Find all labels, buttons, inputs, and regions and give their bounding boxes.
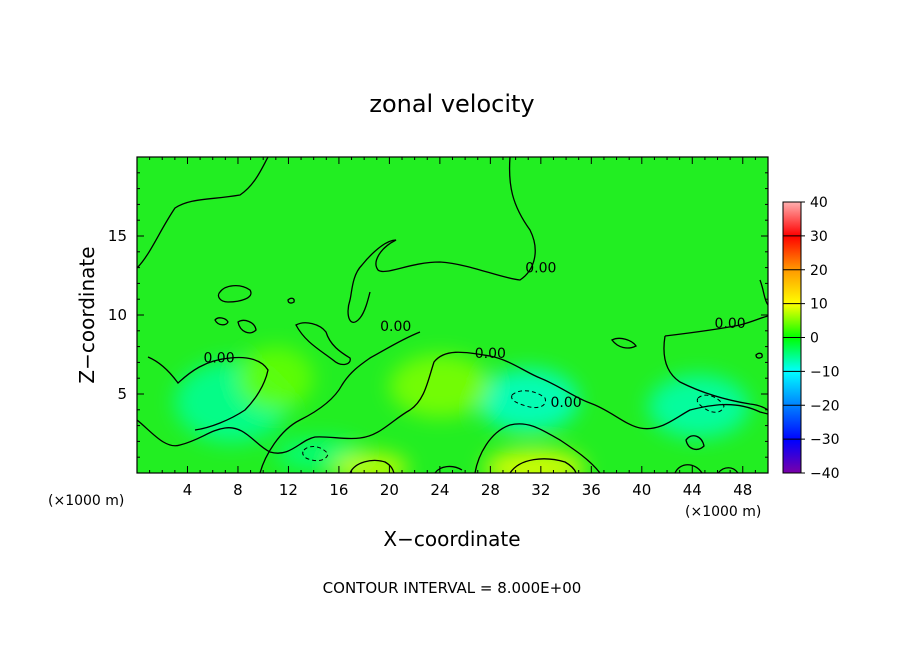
x-unit-label-right: (×1000 m): [685, 504, 761, 520]
field-anomaly-positive-7: [389, 354, 491, 418]
x-tick-label: 8: [233, 481, 243, 499]
x-tick-label: 36: [582, 481, 601, 499]
y-tick-label: 5: [117, 385, 127, 403]
plot-area: 0.00 0.00 0.00 0.00 0.00 0.00: [137, 157, 768, 473]
field-anomaly-positive-5: [332, 452, 409, 473]
contour-label: 0.00: [550, 395, 581, 411]
x-tick-label: 32: [531, 481, 550, 499]
x-tick-label: 16: [329, 481, 348, 499]
contour-zero-small-4: [295, 322, 351, 366]
colorbar-ticks: −40 −30 −20 −10 0 10 20 30 40: [783, 195, 840, 482]
contour-zero-left: [147, 356, 269, 431]
colorbar-tick-label: 0: [810, 331, 819, 347]
colorbar-tick-label: −20: [810, 398, 840, 414]
x-tick-label: 4: [183, 481, 193, 499]
contour-label: 0.00: [475, 346, 506, 362]
x-tick-label: 20: [380, 481, 399, 499]
contour-zero-right: [664, 315, 768, 337]
x-tick-label: 28: [481, 481, 500, 499]
contour-zero-bottom-mid: [474, 423, 601, 473]
contour-label: 0.00: [203, 351, 234, 367]
x-tick-label: 44: [683, 481, 702, 499]
colorbar-tick-label: 40: [810, 195, 828, 211]
colorbar-tick-label: 10: [810, 297, 828, 313]
contour-positive-bottom-3: [434, 465, 463, 473]
contour-label: 0.00: [525, 261, 556, 277]
x-tick-label: 48: [733, 481, 752, 499]
chart-title: zonal velocity: [369, 90, 534, 118]
contour-zero-small-7: [287, 297, 295, 304]
y-axis-ticks: 5 10 15: [108, 172, 768, 458]
colorbar-tick-label: 20: [810, 263, 828, 279]
contour-zero-middle: [137, 351, 768, 454]
contour-zero-upper: [137, 157, 269, 269]
contour-interval-text: CONTOUR INTERVAL = 8.000E+00: [323, 579, 582, 597]
contour-negative-1: [511, 390, 547, 409]
contour-zero-upper-right: [347, 157, 536, 324]
contour-positive-bottom-4: [674, 464, 703, 473]
x-tick-label: 40: [632, 481, 651, 499]
colorbar: −40 −30 −20 −10 0 10 20 30 40: [782, 195, 840, 482]
x-axis-title: X−coordinate: [383, 527, 520, 551]
x-axis-ticks: 4 8 12 16 20 24 28 32 36 40 44 48: [149, 157, 756, 499]
contour-zero-small-8: [755, 352, 763, 359]
y-tick-label: 10: [108, 306, 127, 324]
contour-zero-small-5: [611, 337, 637, 349]
x-tick-label: 12: [279, 481, 298, 499]
field-anomaly-negative-4: [648, 375, 750, 439]
contour-negative-dashed: [302, 390, 725, 462]
contour-positive-bottom-2: [509, 458, 577, 473]
contour-zero-center: [259, 331, 421, 473]
y-axis-title: Z−coordinate: [75, 246, 99, 383]
contour-label: 0.00: [380, 319, 411, 335]
contour-zero-small-1: [217, 285, 252, 303]
y-tick-label: 15: [108, 227, 127, 245]
colorbar-tick-label: −40: [810, 466, 840, 482]
contour-positive-bottom-1: [349, 459, 395, 473]
colorbar-tick-label: −10: [810, 364, 840, 380]
x-unit-label-left: (×1000 m): [48, 493, 124, 509]
contour-zero-small-9: [759, 279, 768, 306]
contour-zero-small-3: [237, 319, 257, 334]
colorbar-tick-label: −30: [810, 432, 840, 448]
contour-label: 0.00: [715, 316, 746, 332]
contour-negative-2: [302, 446, 329, 462]
contour-labels: 0.00 0.00 0.00 0.00 0.00 0.00: [203, 261, 745, 411]
field-anomaly-positive-8: [237, 346, 314, 410]
contour-zero-small-2: [214, 317, 229, 326]
contour-positive-bottom-5: [717, 467, 739, 473]
contour-zero-right-lower: [663, 335, 768, 411]
colorbar-tick-label: 30: [810, 229, 828, 245]
contour-lines: [137, 157, 768, 473]
contour-zero-small-6: [685, 435, 705, 451]
x-tick-label: 24: [430, 481, 449, 499]
field-anomaly-positive-6: [484, 449, 585, 473]
contour-negative-3: [696, 394, 725, 413]
